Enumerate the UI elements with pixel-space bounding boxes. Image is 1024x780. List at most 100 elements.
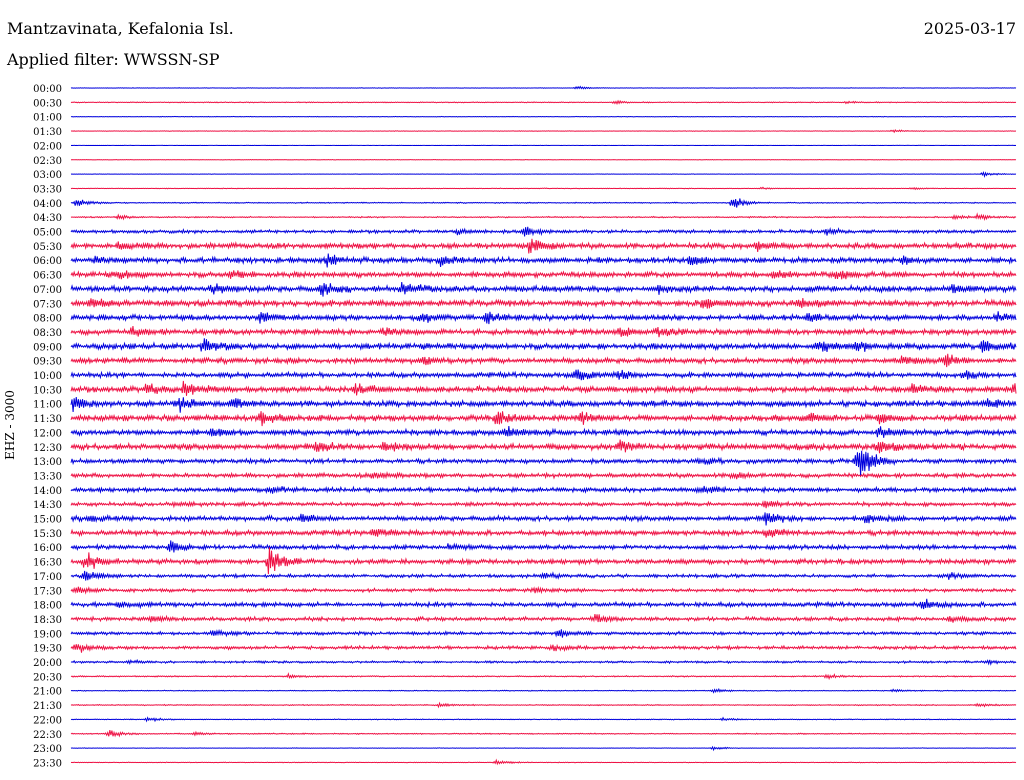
time-label-1000: 10:00: [33, 371, 62, 382]
time-label-0700: 07:00: [33, 285, 62, 296]
trace-0930: [70, 353, 1017, 368]
filter-label: Applied filter: WWSSN-SP: [7, 50, 220, 69]
time-label-0500: 05:00: [33, 228, 62, 239]
date-label: 2025-03-17: [923, 19, 1016, 38]
trace-2000: [70, 658, 1017, 666]
time-label-0600: 06:00: [33, 256, 62, 267]
time-label-0100: 01:00: [33, 113, 62, 124]
time-label-0830: 08:30: [33, 328, 62, 339]
trace-1900: [70, 628, 1017, 638]
time-label-1430: 14:30: [33, 500, 62, 511]
trace-0500: [70, 226, 1017, 237]
trace-1030: [70, 380, 1017, 396]
time-label-1330: 13:30: [33, 471, 62, 482]
time-label-0000: 00:00: [33, 84, 62, 95]
trace-1430: [70, 499, 1017, 509]
trace-1530: [70, 528, 1017, 538]
time-label-2330: 23:30: [33, 758, 62, 769]
trace-1630: [70, 547, 1017, 575]
time-label-0130: 01:30: [33, 127, 62, 138]
time-label-0430: 04:30: [33, 213, 62, 224]
trace-1000: [70, 369, 1017, 381]
trace-1730: [70, 585, 1017, 595]
trace-1600: [70, 540, 1017, 553]
trace-2200: [70, 716, 1017, 723]
trace-2100: [70, 687, 1017, 694]
time-label-2130: 21:30: [33, 701, 62, 712]
trace-0030: [70, 99, 1017, 105]
time-label-2000: 20:00: [33, 658, 62, 669]
trace-1300: [70, 450, 1017, 477]
trace-1500: [70, 512, 1017, 526]
trace-0130: [70, 128, 1017, 134]
trace-1230: [70, 439, 1017, 454]
trace-2300: [70, 745, 1017, 752]
trace-0530: [70, 238, 1017, 254]
trace-0800: [70, 311, 1017, 325]
time-label-1030: 10:30: [33, 385, 62, 396]
trace-2130: [70, 701, 1017, 709]
trace-1100: [70, 396, 1017, 413]
time-label-0200: 02:00: [33, 141, 62, 152]
trace-1930: [70, 643, 1017, 653]
trace-2330: [70, 758, 1017, 766]
time-label-1730: 17:30: [33, 586, 62, 597]
time-label-1800: 18:00: [33, 601, 62, 612]
time-label-1200: 12:00: [33, 428, 62, 439]
time-label-1230: 12:30: [33, 443, 62, 454]
time-label-0400: 04:00: [33, 199, 62, 210]
time-label-1630: 16:30: [33, 558, 62, 569]
trace-0630: [70, 270, 1017, 280]
time-label-0300: 03:00: [33, 170, 62, 181]
trace-1200: [70, 426, 1017, 438]
trace-1330: [70, 470, 1017, 480]
trace-2230: [70, 729, 1017, 738]
trace-0000: [70, 85, 1017, 90]
time-label-2030: 20:30: [33, 672, 62, 683]
trace-1700: [70, 570, 1017, 581]
time-label-1600: 16:00: [33, 543, 62, 554]
trace-1130: [70, 411, 1017, 427]
time-label-0030: 00:30: [33, 98, 62, 109]
trace-0100: [70, 115, 1017, 118]
time-label-1500: 15:00: [33, 515, 62, 526]
time-label-group: 00:00 00:30 01:00 01:30 02:00 02:30 03:00 03:30…: [33, 84, 62, 769]
time-label-0230: 02:30: [33, 156, 62, 167]
time-label-1900: 19:00: [33, 629, 62, 640]
time-label-2300: 23:00: [33, 744, 62, 755]
time-label-0900: 09:00: [33, 342, 62, 353]
trace-0830: [70, 326, 1017, 338]
trace-1800: [70, 598, 1017, 610]
time-label-1100: 11:00: [33, 400, 62, 411]
trace-group: [70, 85, 1017, 766]
time-label-2100: 21:00: [33, 687, 62, 698]
trace-0700: [70, 281, 1017, 297]
time-label-1300: 13:00: [33, 457, 62, 468]
channel-label: EHZ - 3000: [3, 390, 17, 460]
trace-0300: [70, 170, 1017, 178]
time-label-1130: 11:30: [33, 414, 62, 425]
time-label-1830: 18:30: [33, 615, 62, 626]
time-label-1700: 17:00: [33, 572, 62, 583]
time-label-2200: 22:00: [33, 715, 62, 726]
time-label-0630: 06:30: [33, 271, 62, 282]
time-label-0530: 05:30: [33, 242, 62, 253]
time-label-0730: 07:30: [33, 299, 62, 310]
trace-2030: [70, 672, 1017, 681]
trace-0730: [70, 297, 1017, 309]
time-label-1530: 15:30: [33, 529, 62, 540]
trace-0900: [70, 338, 1017, 353]
trace-0400: [70, 198, 1017, 208]
trace-1400: [70, 485, 1017, 495]
trace-0330: [70, 186, 1017, 191]
time-label-0930: 09:30: [33, 357, 62, 368]
time-label-2230: 22:30: [33, 730, 62, 741]
time-label-0330: 03:30: [33, 184, 62, 195]
time-label-0800: 08:00: [33, 314, 62, 325]
time-label-1400: 14:00: [33, 486, 62, 497]
time-label-1930: 19:30: [33, 644, 62, 655]
station-title: Mantzavinata, Kefalonia Isl.: [7, 19, 234, 38]
trace-0430: [70, 212, 1017, 221]
trace-1830: [70, 614, 1017, 624]
